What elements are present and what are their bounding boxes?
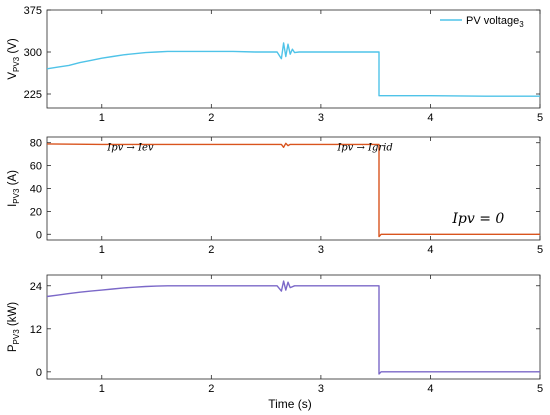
current-ytick-label: 60 xyxy=(30,161,42,173)
voltage-y-axis-label-unit: (V) xyxy=(7,38,19,57)
voltage-y-axis-label-sub: PV3 xyxy=(12,56,21,72)
current-ytick-label: 80 xyxy=(30,138,42,150)
voltage-ytick-label: 375 xyxy=(24,5,42,17)
power-xtick-label: 4 xyxy=(427,383,433,395)
x-axis-label: Time (s) xyxy=(268,397,312,411)
current-ytick-label: 20 xyxy=(30,206,42,218)
power-ytick-label: 12 xyxy=(30,324,42,336)
voltage-series-line xyxy=(47,43,540,96)
voltage-xtick-label: 4 xyxy=(427,112,433,124)
current-xtick-label: 2 xyxy=(208,244,214,256)
power-ytick-label: 24 xyxy=(30,281,42,293)
current-y-axis-label-sub: PV3 xyxy=(12,188,21,204)
voltage-ytick-label: 300 xyxy=(24,47,42,59)
current-xtick-label: 1 xyxy=(99,244,105,256)
current-y-axis-label: IPV3 (A) xyxy=(7,170,21,207)
legend-label-main: PV voltage xyxy=(466,15,519,27)
voltage-xtick-label: 5 xyxy=(537,112,543,124)
power-xtick-label: 3 xyxy=(318,383,324,395)
current-y-axis-label-unit: (A) xyxy=(7,170,19,189)
current-annotation: Ipv → Igrid xyxy=(336,143,392,154)
current-xtick-label: 5 xyxy=(537,244,543,256)
current-annotation: Ipv = 0 xyxy=(451,211,504,227)
legend-label-sub: 3 xyxy=(519,20,524,29)
power-ytick-label: 0 xyxy=(36,367,42,379)
voltage-y-axis-label: VPV3 (V) xyxy=(7,38,21,79)
current-annotation: Ipv → Iev xyxy=(106,143,154,154)
voltage-xtick-label: 2 xyxy=(208,112,214,124)
voltage-xtick-label: 3 xyxy=(318,112,324,124)
current-ytick-label: 40 xyxy=(30,184,42,196)
power-xtick-label: 5 xyxy=(537,383,543,395)
power-xtick-label: 2 xyxy=(208,383,214,395)
current-xtick-label: 4 xyxy=(427,244,433,256)
voltage-xtick-label: 1 xyxy=(99,112,105,124)
power-axes-box xyxy=(47,275,540,379)
power-y-axis-label: PPV3 (kW) xyxy=(7,302,21,352)
current-xtick-label: 3 xyxy=(318,244,324,256)
power-y-axis-label-unit: (kW) xyxy=(7,302,19,330)
power-series-line xyxy=(47,281,540,374)
power-xtick-label: 1 xyxy=(99,383,105,395)
voltage-legend-label: PV voltage3 xyxy=(466,15,524,29)
power-y-axis-label-sub: PV3 xyxy=(12,329,21,345)
current-ytick-label: 0 xyxy=(36,229,42,241)
voltage-ytick-label: 225 xyxy=(24,89,42,101)
current-panel: 0 20 40 60 80 1 2 3 4 5 IPV3 (A) Ipv → Iev Ipv → Igr… xyxy=(7,137,543,256)
